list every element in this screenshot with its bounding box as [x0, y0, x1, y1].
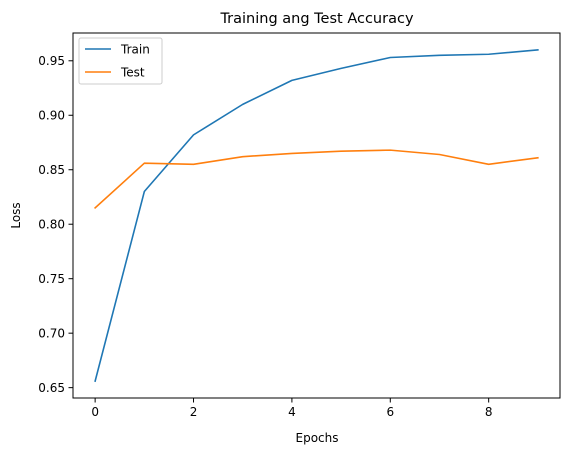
x-axis: 0 2 4 6 8 [91, 398, 492, 419]
y-tick-label: 0.95 [38, 54, 65, 68]
x-axis-label: Epochs [296, 431, 339, 445]
y-tick-label: 0.85 [38, 163, 65, 177]
y-tick-label: 0.70 [38, 326, 65, 340]
plot-frame [72, 32, 561, 399]
y-axis-label: Loss [9, 202, 23, 228]
x-tick-label: 0 [91, 405, 99, 419]
x-tick-label: 6 [386, 405, 394, 419]
x-tick-label: 8 [485, 405, 493, 419]
chart-title: Training ang Test Accuracy [219, 11, 413, 27]
series-line-test [94, 149, 539, 210]
y-tick-label: 0.90 [38, 108, 65, 122]
x-tick-label: 4 [288, 405, 296, 419]
series-layer [94, 49, 539, 383]
y-axis: 0.65 0.70 0.75 0.80 0.85 0.90 0.95 [38, 54, 73, 395]
legend: Train Test [78, 37, 163, 85]
x-tick-label: 2 [190, 405, 198, 419]
legend-label-train: Train [120, 43, 150, 57]
y-tick-label: 0.80 [38, 217, 65, 231]
plot-area [72, 32, 561, 399]
legend-label-test: Test [120, 66, 145, 80]
y-tick-label: 0.75 [38, 272, 65, 286]
y-tick-label: 0.65 [38, 381, 65, 395]
